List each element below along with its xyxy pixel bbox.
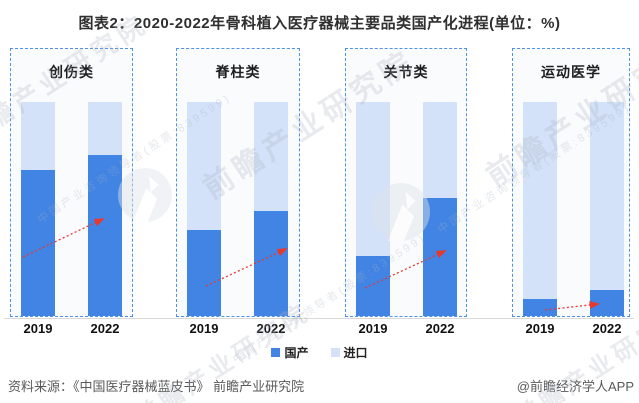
- domestic-segment: [254, 211, 288, 316]
- x-tick-label: 2019: [23, 321, 53, 336]
- panel-关节类: 关节类: [345, 48, 467, 317]
- bar-关节类-2019: [356, 102, 390, 316]
- panel-title: 运动医学: [541, 64, 601, 80]
- domestic-swatch-icon: [271, 348, 281, 357]
- domestic-segment: [590, 290, 624, 316]
- domestic-segment: [187, 230, 221, 316]
- x-tick-label: 2019: [358, 321, 388, 336]
- domestic-segment: [423, 198, 457, 316]
- legend-item-domestic: 国产: [271, 344, 309, 361]
- domestic-segment: [523, 299, 557, 316]
- panel-title: 脊柱类: [215, 64, 261, 80]
- import-segment: [523, 102, 557, 316]
- x-tick-label: 2022: [425, 321, 455, 336]
- bar-运动医学-2019: [523, 102, 557, 316]
- panel-运动医学: 运动医学: [512, 48, 630, 317]
- x-tick-label: 2022: [256, 321, 286, 336]
- chart-title: 图表2：2020-2022年骨科植入医疗器械主要品类国产化进程(单位：%): [78, 15, 561, 32]
- legend-label-import: 进口: [343, 346, 368, 360]
- panel-title: 创伤类: [49, 64, 94, 80]
- import-swatch-icon: [330, 348, 340, 357]
- panel-脊柱类: 脊柱类: [176, 48, 300, 317]
- bar-脊柱类-2019: [187, 102, 221, 316]
- x-tick-label: 2019: [525, 321, 555, 336]
- import-segment: [590, 102, 624, 316]
- bar-创伤类-2022: [88, 102, 122, 316]
- bar-运动医学-2022: [590, 102, 624, 316]
- bar-关节类-2022: [423, 102, 457, 316]
- legend-label-domestic: 国产: [284, 346, 309, 360]
- x-tick-label: 2019: [189, 321, 219, 336]
- panel-创伤类: 创伤类: [10, 48, 133, 317]
- x-axis-line: [4, 318, 634, 319]
- panel-title: 关节类: [383, 64, 429, 80]
- domestic-segment: [356, 256, 390, 316]
- source-text: 资料来源：《中国医疗器械蓝皮书》 前瞻产业研究院: [8, 379, 305, 394]
- x-tick-label: 2022: [90, 321, 120, 336]
- legend-item-import: 进口: [330, 344, 368, 361]
- domestic-segment: [88, 155, 122, 316]
- x-tick-label: 2022: [592, 321, 622, 336]
- bar-脊柱类-2022: [254, 102, 288, 316]
- bar-创伤类-2019: [21, 102, 55, 316]
- domestic-segment: [21, 170, 55, 316]
- credit-text: @前瞻经济学人APP: [516, 379, 634, 394]
- chart-legend: 国产 进口: [0, 344, 639, 361]
